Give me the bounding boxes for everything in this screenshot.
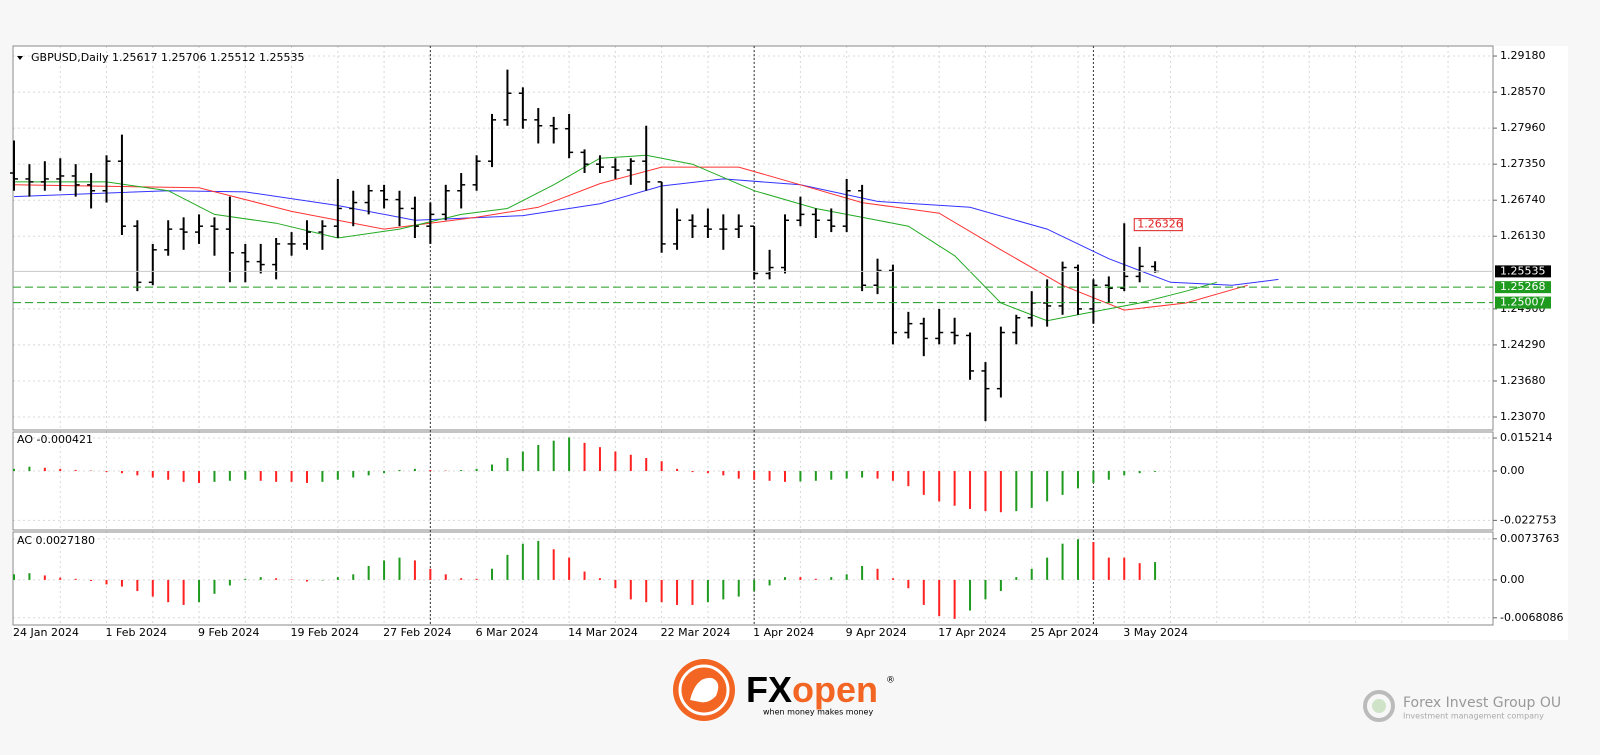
y-tick-label: 1.27350 [1500,157,1546,170]
annotation-label: 1.26326 [1137,218,1183,231]
company-logo [1363,690,1395,722]
y-tick-label: 1.27960 [1500,121,1546,134]
chart-title: GBPUSD,Daily 1.25617 1.25706 1.25512 1.2… [31,51,304,64]
logo-part: FX [746,669,792,710]
y-tick-label: -0.022753 [1500,513,1556,526]
x-tick-label: 9 Feb 2024 [198,626,259,639]
y-tick-label: -0.0068086 [1500,611,1563,624]
company-logo-inner [1372,699,1386,713]
x-tick-label: 1 Feb 2024 [106,626,167,639]
x-tick-label: 14 Mar 2024 [568,626,638,639]
y-tick-label: 1.24290 [1500,338,1546,351]
ao-title: AO -0.000421 [17,433,93,446]
chart-background [12,46,1568,640]
ac-title: AC 0.0027180 [17,534,95,547]
x-tick-label: 19 Feb 2024 [291,626,359,639]
logo-reg: ® [886,676,895,686]
company-name: Forex Invest Group OU [1403,695,1561,711]
grid-layer [13,46,1493,625]
logo-bull [690,677,719,703]
y-tick-label: 0.00 [1500,464,1525,477]
main-panel [12,45,1494,431]
y-tick-label: 1.26130 [1500,229,1546,242]
x-tick-label: 1 Apr 2024 [753,626,814,639]
indicator-line [13,178,1279,286]
level-label: 1.25007 [1500,296,1546,309]
x-tick-label: 3 May 2024 [1123,626,1188,639]
menu-arrow [17,56,23,60]
level-label: 1.25268 [1500,280,1546,293]
current-price-label: 1.25535 [1500,264,1546,277]
logo-ring [678,664,730,716]
y-tick-label: 0.00 [1500,573,1525,586]
company-sub: Investment management company [1403,712,1544,721]
x-tick-label: 17 Apr 2024 [938,626,1006,639]
level-label-box [1495,281,1551,294]
y-tick-label: 1.26740 [1500,193,1546,206]
logo-tagline: when money makes money [763,708,873,717]
ao-panel [12,431,1494,531]
x-tick-label: 6 Mar 2024 [476,626,539,639]
y-tick-label: 1.23680 [1500,374,1546,387]
logo-part: open [792,669,878,710]
indicator-line [14,154,1217,322]
logo-text: FXopen [746,669,878,710]
y-tick-label: 1.23070 [1500,410,1546,423]
x-tick-label: 27 Feb 2024 [383,626,451,639]
x-tick-label: 9 Apr 2024 [846,626,907,639]
x-tick-label: 22 Mar 2024 [661,626,731,639]
y-tick-label: 0.0073763 [1500,532,1560,545]
x-tick-label: 25 Apr 2024 [1031,626,1099,639]
y-tick-label: 1.29180 [1500,49,1546,62]
x-tick-label: 24 Jan 2024 [13,626,79,639]
current-price-box [1495,265,1551,278]
annotation-box [1133,218,1183,232]
level-label-box [1495,296,1551,309]
y-tick-label: 0.015214 [1500,431,1553,444]
y-tick-label: 1.28570 [1500,85,1546,98]
